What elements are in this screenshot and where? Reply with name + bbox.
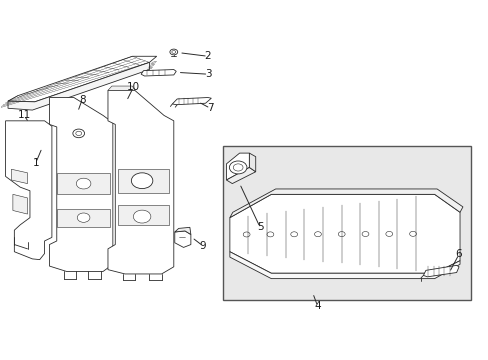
Circle shape — [290, 232, 297, 237]
Circle shape — [133, 210, 151, 223]
Text: 6: 6 — [455, 249, 462, 259]
Text: 3: 3 — [204, 69, 211, 79]
Polygon shape — [108, 86, 135, 90]
Circle shape — [243, 232, 249, 237]
Circle shape — [171, 50, 175, 53]
Polygon shape — [172, 98, 211, 105]
Circle shape — [169, 49, 177, 55]
Text: 5: 5 — [256, 222, 263, 232]
Polygon shape — [13, 194, 27, 214]
Circle shape — [385, 231, 392, 237]
Polygon shape — [8, 56, 157, 102]
Polygon shape — [5, 121, 52, 260]
Circle shape — [338, 231, 345, 237]
Polygon shape — [108, 90, 173, 274]
Circle shape — [76, 178, 91, 189]
Text: 9: 9 — [199, 241, 206, 251]
Circle shape — [233, 164, 243, 171]
Circle shape — [229, 161, 246, 174]
Bar — [222, 146, 470, 300]
Polygon shape — [226, 153, 249, 180]
Circle shape — [76, 131, 81, 135]
Polygon shape — [141, 69, 176, 76]
Circle shape — [73, 129, 84, 138]
Polygon shape — [174, 231, 190, 247]
Circle shape — [314, 232, 321, 237]
Polygon shape — [229, 194, 459, 273]
Polygon shape — [57, 173, 110, 194]
Polygon shape — [118, 205, 168, 225]
Polygon shape — [57, 209, 110, 226]
Circle shape — [131, 173, 153, 189]
Text: 2: 2 — [204, 51, 211, 61]
Circle shape — [77, 213, 90, 222]
Polygon shape — [118, 169, 168, 193]
Text: 10: 10 — [126, 82, 140, 93]
Text: 1: 1 — [32, 158, 39, 168]
Circle shape — [266, 232, 273, 237]
Polygon shape — [174, 227, 190, 234]
Text: 8: 8 — [79, 95, 85, 105]
Polygon shape — [8, 62, 149, 110]
Text: 11: 11 — [18, 111, 31, 121]
Polygon shape — [229, 189, 462, 218]
Text: 4: 4 — [314, 301, 320, 311]
Circle shape — [361, 231, 368, 237]
Polygon shape — [49, 98, 113, 271]
Polygon shape — [229, 252, 459, 279]
Text: 7: 7 — [206, 103, 213, 113]
Circle shape — [409, 231, 416, 237]
Polygon shape — [249, 153, 255, 172]
Polygon shape — [11, 169, 27, 184]
Polygon shape — [226, 167, 255, 184]
Polygon shape — [423, 265, 458, 277]
